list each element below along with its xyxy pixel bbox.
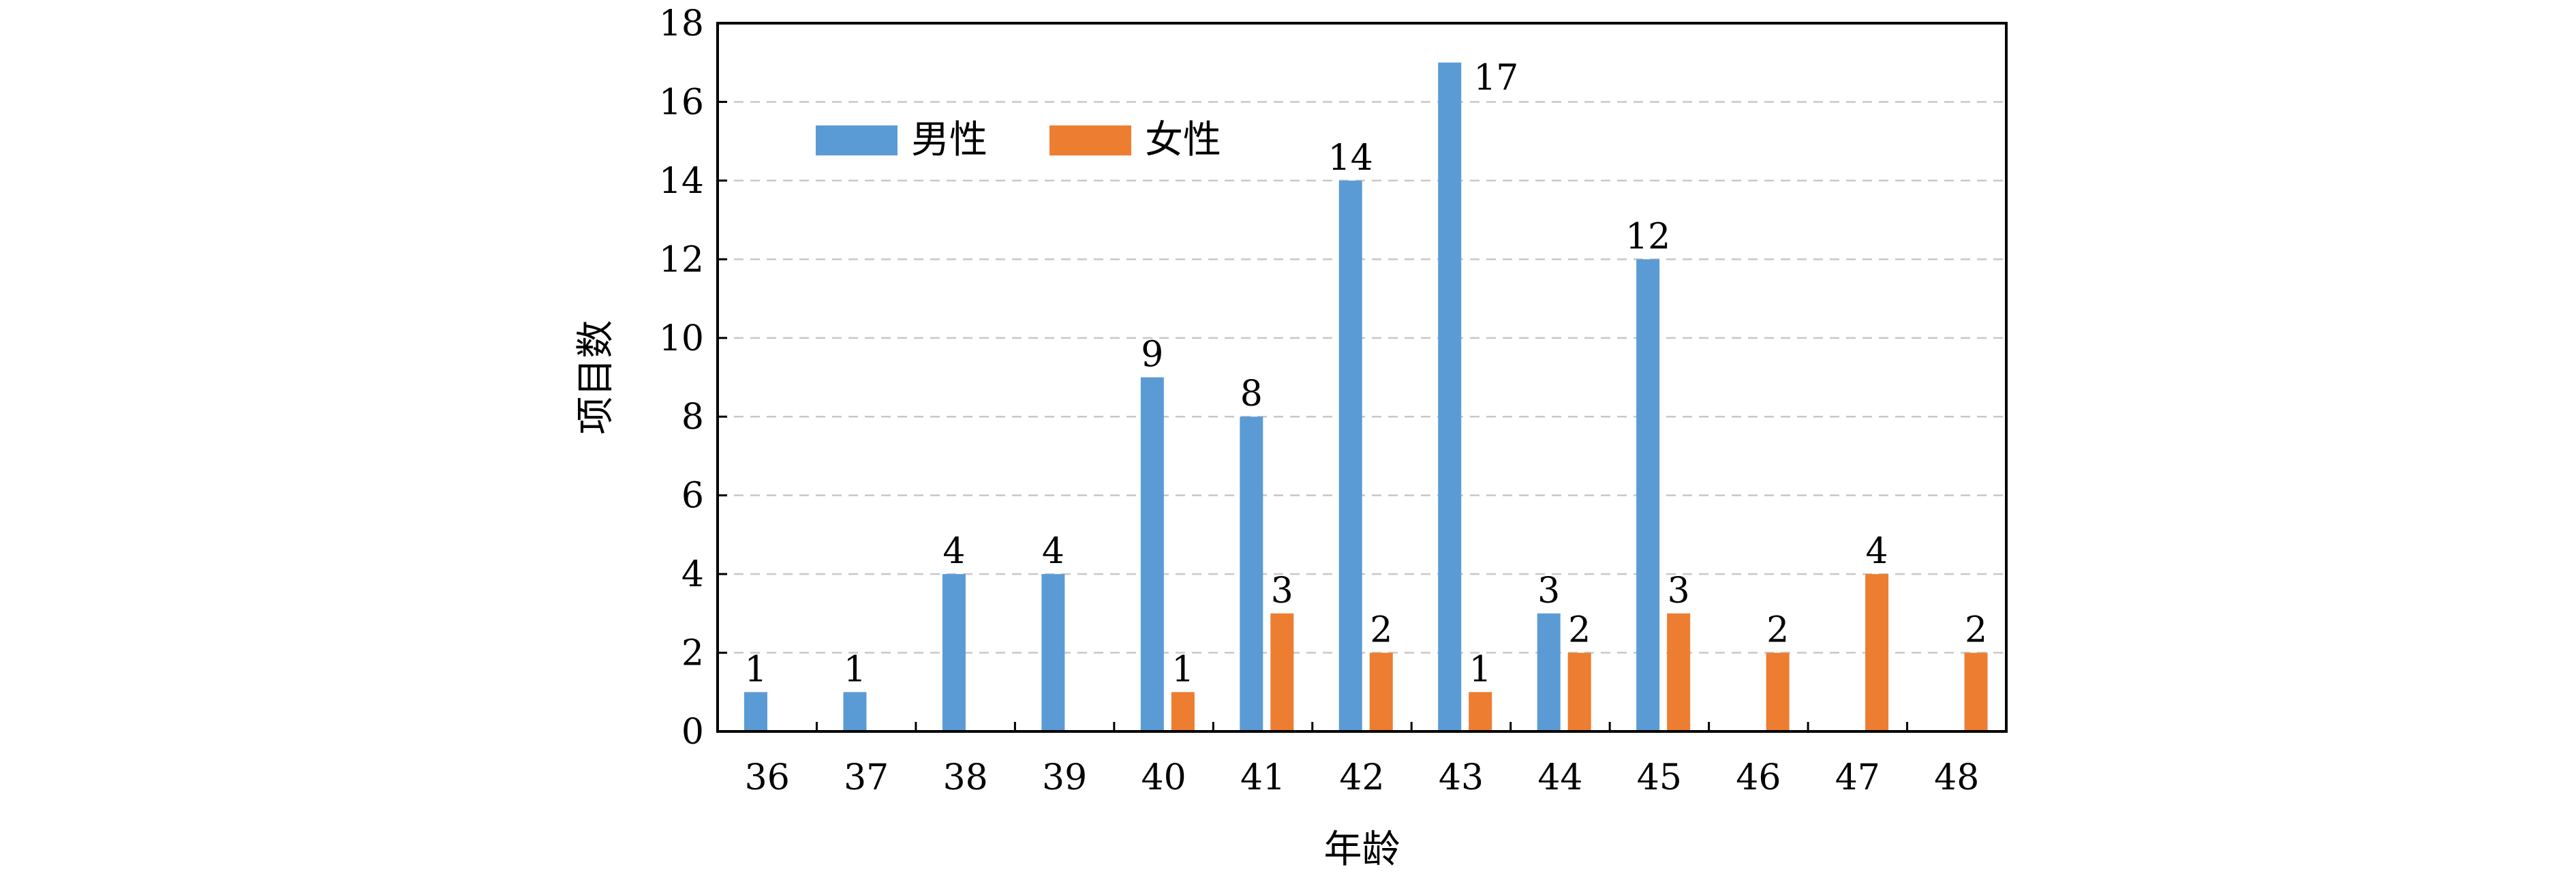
y-tick-label: 16 [659,82,704,123]
data-label: 17 [1473,58,1518,99]
x-tick-label: 45 [1637,757,1682,798]
bar-male [1338,180,1362,731]
data-label: 8 [1240,374,1263,414]
legend-swatch-female [1049,125,1131,155]
y-tick-label: 8 [681,397,704,438]
data-label: 1 [744,649,767,690]
legend-swatch-male [816,125,898,155]
data-label: 2 [1568,610,1591,651]
data-label: 12 [1625,216,1670,257]
x-tick-label: 43 [1439,757,1484,798]
x-tick-label: 38 [943,757,988,798]
data-label: 1 [1469,649,1492,690]
bar-female [1667,613,1691,731]
data-label: 4 [1042,531,1064,572]
x-tick-label: 44 [1537,757,1582,798]
y-axis-title: 项目数 [574,320,618,435]
bar-female [1567,652,1591,731]
y-tick-label: 0 [681,712,704,753]
bar-male [1140,377,1164,731]
bar-female [1171,692,1195,731]
y-tick-label: 2 [681,633,704,674]
x-axis-title: 年龄 [1324,828,1400,872]
y-tick-label: 14 [659,161,704,202]
bar-male [1438,62,1462,731]
bar-male [1636,259,1660,731]
data-label: 1 [1171,649,1194,690]
bar-male [942,574,966,731]
data-label: 4 [1866,531,1888,572]
bar-female [1964,652,1988,731]
bar-male [1041,574,1065,731]
y-tick-label: 6 [681,476,704,517]
data-label: 9 [1141,335,1163,376]
x-tick-label: 36 [745,757,790,798]
data-label: 2 [1766,610,1789,651]
y-tick-label: 12 [659,239,704,280]
bar-male [744,692,767,731]
data-label: 4 [942,531,965,572]
legend: 男性 女性 [816,118,1221,162]
x-tick-label: 37 [844,757,889,798]
bar-female [1865,574,1889,731]
data-label: 3 [1537,571,1560,611]
data-label: 1 [844,649,866,690]
y-tick-label: 10 [659,318,704,359]
x-tick-label: 48 [1934,757,1979,798]
bars [744,62,1988,731]
x-tick-label: 40 [1141,757,1186,798]
bar-male [1537,613,1561,731]
plot-frame [716,22,2008,733]
x-tick-label: 47 [1835,757,1880,798]
x-tick-label: 39 [1042,757,1087,798]
legend-label-male: 男性 [911,118,987,162]
data-label: 2 [1965,610,1987,651]
bar-female [1766,652,1790,731]
data-label: 3 [1668,571,1690,611]
x-tick-label: 41 [1240,757,1285,798]
x-tick-label: 42 [1339,757,1384,798]
y-tick-label: 4 [681,554,704,595]
bar-male [843,692,867,731]
bar-female [1270,613,1294,731]
bar-female [1469,692,1492,731]
bar-male [1240,417,1263,731]
bar-female [1369,652,1393,731]
data-label: 14 [1328,138,1373,179]
legend-label-female: 女性 [1145,118,1221,162]
x-tick-label: 46 [1736,757,1781,798]
data-label: 3 [1271,571,1293,611]
y-tick-label: 18 [659,3,704,44]
data-label: 2 [1370,610,1392,651]
